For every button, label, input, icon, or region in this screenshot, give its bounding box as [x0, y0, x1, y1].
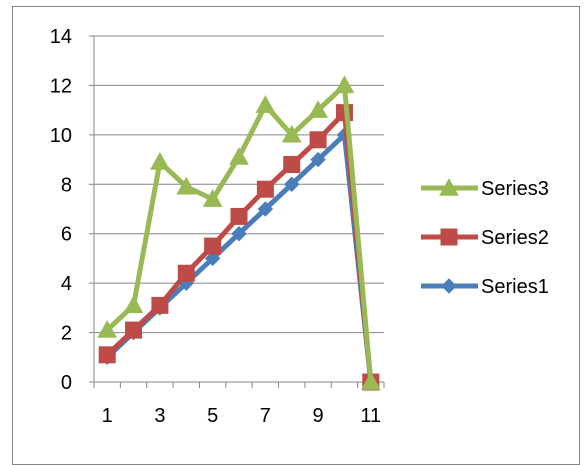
y-tick-label: 0: [61, 372, 72, 394]
x-tick-label: 11: [360, 405, 381, 427]
x-tick-label: 1: [102, 405, 113, 427]
gridlines: [94, 35, 384, 334]
plot-area: [97, 75, 381, 391]
data-point: [204, 250, 221, 267]
data-point: [309, 131, 327, 149]
data-point: [98, 346, 116, 364]
legend-marker: [441, 278, 457, 294]
data-point: [283, 156, 301, 174]
y-tick-label: 2: [61, 323, 72, 345]
data-point: [281, 124, 302, 143]
y-tick-label: 6: [61, 224, 72, 246]
y-tick-label: 8: [61, 174, 72, 196]
legend-item-series3: Series3: [421, 177, 549, 200]
legend-label: Series3: [481, 178, 549, 200]
data-point: [310, 151, 326, 168]
data-point: [204, 237, 222, 255]
legend-marker: [440, 228, 458, 246]
y-tick-label: 12: [50, 75, 72, 97]
data-point: [202, 189, 223, 207]
legend: Series3 Series2 Series1: [421, 177, 549, 298]
axes: 0 2 4 6 8 10 12 14 1 3 5 7 9 11: [50, 26, 385, 427]
data-point: [255, 95, 276, 113]
data-point: [256, 180, 274, 198]
legend-label: Series2: [481, 227, 549, 249]
x-tick-label: 7: [260, 405, 271, 427]
legend-marker: [439, 177, 459, 196]
data-point: [177, 264, 195, 282]
data-point: [123, 295, 144, 314]
data-point: [97, 320, 118, 338]
series-series3: [97, 75, 381, 390]
data-point: [334, 75, 355, 94]
data-point: [360, 371, 381, 390]
data-point: [284, 176, 300, 192]
data-point: [176, 176, 197, 195]
y-tick-label: 10: [50, 125, 72, 147]
legend-label: Series1: [481, 276, 549, 298]
data-point: [308, 100, 328, 118]
y-tick-label: 14: [50, 26, 72, 48]
data-point: [229, 147, 249, 165]
x-tick-label: 3: [154, 405, 165, 427]
x-tick-label: 9: [313, 405, 324, 427]
y-tick-label: 4: [61, 273, 72, 295]
legend-item-series1: Series1: [421, 276, 549, 298]
data-point: [125, 321, 143, 339]
data-point: [151, 296, 169, 314]
legend-item-series2: Series2: [421, 227, 549, 249]
data-point: [230, 207, 248, 225]
data-point: [257, 201, 274, 217]
x-tick-label: 5: [207, 405, 218, 427]
data-point: [231, 226, 247, 242]
chart-border: [12, 6, 580, 465]
data-point: [150, 152, 170, 170]
